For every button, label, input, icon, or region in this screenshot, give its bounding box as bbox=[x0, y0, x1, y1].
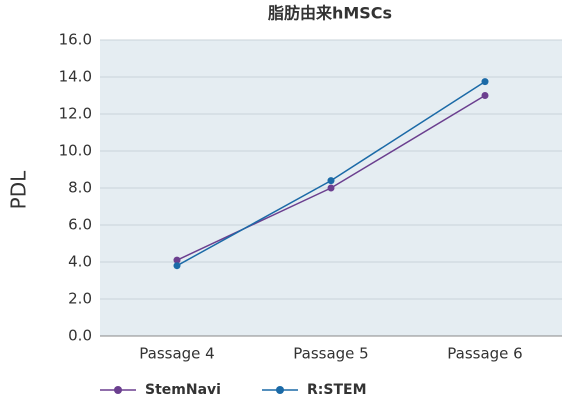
legend-label: R:STEM bbox=[307, 382, 367, 398]
y-tick-label: 0.0 bbox=[68, 327, 92, 345]
y-tick-label: 14.0 bbox=[59, 68, 92, 86]
y-tick-label: 16.0 bbox=[59, 31, 92, 49]
chart-title: 脂肪由来hMSCs bbox=[268, 4, 392, 23]
data-point bbox=[327, 184, 335, 192]
y-tick-label: 2.0 bbox=[68, 290, 92, 308]
y-tick-label: 10.0 bbox=[59, 142, 92, 160]
y-tick-label: 6.0 bbox=[68, 216, 92, 234]
y-tick-label: 8.0 bbox=[68, 179, 92, 197]
legend-label: StemNavi bbox=[145, 382, 221, 398]
y-tick-label: 4.0 bbox=[68, 253, 92, 271]
x-tick-label: Passage 6 bbox=[447, 345, 522, 363]
legend-marker bbox=[276, 386, 284, 394]
y-axis-label: PDL bbox=[7, 170, 31, 209]
legend-marker bbox=[114, 386, 122, 394]
data-point bbox=[173, 262, 181, 270]
data-point bbox=[173, 256, 181, 264]
y-tick-label: 12.0 bbox=[59, 105, 92, 123]
data-point bbox=[481, 78, 489, 86]
data-point bbox=[481, 92, 489, 99]
x-tick-label: Passage 5 bbox=[293, 345, 368, 363]
data-point bbox=[327, 177, 335, 185]
x-tick-label: Passage 4 bbox=[139, 345, 214, 363]
